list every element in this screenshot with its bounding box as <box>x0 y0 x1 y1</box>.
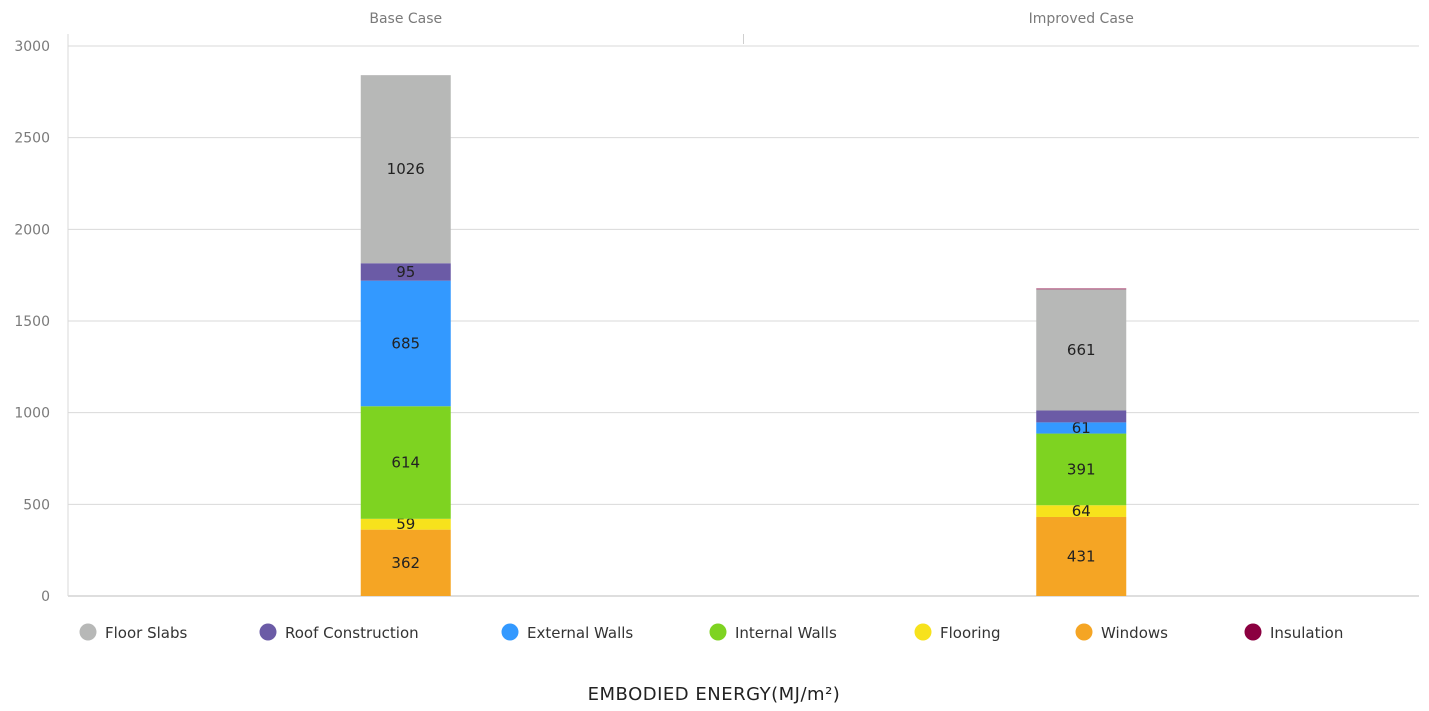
data-label: 61 <box>1072 419 1091 437</box>
legend-label: Flooring <box>940 624 1001 642</box>
bar-segment <box>1036 505 1127 517</box>
y-tick-label: 0 <box>41 589 50 605</box>
legend-swatch <box>709 623 727 641</box>
y-tick-label: 2500 <box>14 131 50 147</box>
legend-swatch <box>914 623 932 641</box>
legend-swatch <box>79 623 97 641</box>
category-label: Improved Case <box>1029 11 1134 27</box>
data-label: 95 <box>396 263 415 281</box>
y-tick-label: 2000 <box>14 222 50 238</box>
legend[interactable]: Floor Slabs Roof Construction External Wal… <box>79 623 1344 643</box>
legend-item[interactable]: Internal Walls <box>709 623 837 643</box>
legend-item[interactable]: External Walls <box>501 623 634 643</box>
legend-swatch <box>1244 623 1262 641</box>
y-tick-label: 3000 <box>14 39 50 55</box>
legend-label: Insulation <box>1270 624 1343 642</box>
category-label: Base Case <box>369 11 442 27</box>
bar-segment <box>360 280 451 407</box>
legend-swatch <box>1075 623 1093 641</box>
data-label: 362 <box>391 554 420 572</box>
data-label: 59 <box>396 515 415 533</box>
bar-segment <box>1036 422 1127 434</box>
legend-label: Floor Slabs <box>105 624 187 642</box>
legend-label: Roof Construction <box>285 624 419 642</box>
legend-item[interactable]: Floor Slabs <box>79 623 188 643</box>
legend-label: External Walls <box>527 624 633 642</box>
bar-segment <box>1036 288 1127 290</box>
legend-item[interactable]: Windows <box>1075 623 1169 643</box>
legend-label: Internal Walls <box>735 624 837 642</box>
legend-swatch <box>501 623 519 641</box>
legend-label: Windows <box>1101 624 1168 642</box>
bar-segment <box>1036 433 1127 506</box>
data-label: 431 <box>1067 547 1096 565</box>
bar-segment <box>1036 410 1127 423</box>
y-tick-label: 500 <box>23 497 50 513</box>
data-label: 64 <box>1072 502 1091 520</box>
data-label: 391 <box>1067 460 1096 478</box>
y-tick-label: 1500 <box>14 314 50 330</box>
bar-segment <box>360 406 451 519</box>
grid-lines <box>68 45 1419 597</box>
bar-segment <box>1036 289 1127 411</box>
legend-item[interactable]: Flooring <box>914 623 1001 643</box>
data-label: 685 <box>391 334 420 352</box>
x-axis-label: EMBODIED ENERGY(MJ/m²) <box>588 684 841 705</box>
data-label: 661 <box>1067 341 1096 359</box>
data-label: 1026 <box>387 160 425 178</box>
category-labels: Base Case Improved Case <box>369 11 1134 44</box>
bar-segment <box>360 263 451 281</box>
data-label: 614 <box>391 454 420 472</box>
legend-item[interactable]: Roof Construction <box>259 623 419 643</box>
y-tick-label: 1000 <box>14 406 50 422</box>
bar-segment <box>1036 516 1127 596</box>
legend-item[interactable]: Insulation <box>1244 623 1344 643</box>
legend-swatch <box>259 623 277 641</box>
y-axis: 0 500 1000 1500 2000 2500 3000 <box>14 34 69 605</box>
bar-segment <box>360 529 451 596</box>
bars: 362 59 614 685 95 1026 431 64 391 61 661 <box>360 75 1127 596</box>
bar-segment <box>360 75 451 264</box>
bar-segment <box>360 518 451 530</box>
